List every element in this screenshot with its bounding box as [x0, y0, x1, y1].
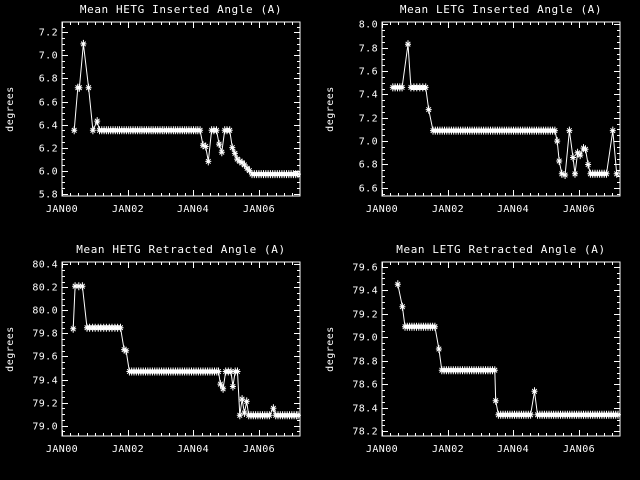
- x-tick-label: JAN06: [243, 204, 275, 215]
- y-tick-label: 78.4: [352, 404, 378, 415]
- data-markers: [71, 39, 301, 179]
- x-tick-label: JAN00: [366, 444, 398, 455]
- chart-title: Mean HETG Retracted Angle (A): [76, 243, 285, 256]
- y-tick-label: 79.4: [352, 286, 378, 297]
- data-markers: [394, 280, 621, 419]
- chart-panel-letg-inserted: Mean LETG Inserted Angle (A) degrees JAN00…: [320, 0, 640, 240]
- x-tick-label: JAN02: [432, 204, 464, 215]
- x-tick-label: JAN02: [112, 444, 144, 455]
- x-tick-label: JAN06: [243, 444, 275, 455]
- letg-retracted-plot: Mean LETG Retracted Angle (A) degrees JAN0…: [325, 243, 621, 455]
- y-tick-label: 7.2: [359, 114, 378, 125]
- chart-panel-letg-retracted: Mean LETG Retracted Angle (A) degrees JAN0…: [320, 240, 640, 480]
- y-tick-label: 7.2: [39, 28, 58, 39]
- chart-panel-hetg-inserted: Mean HETG Inserted Angle (A) degrees JAN00…: [0, 0, 320, 240]
- plot-border: [381, 261, 621, 437]
- y-tick-label: 6.6: [359, 184, 378, 195]
- y-tick-label: 6.2: [39, 144, 58, 155]
- y-tick-label: 6.0: [39, 167, 58, 178]
- y-tick-label: 79.0: [352, 333, 378, 344]
- y-tick-label: 8.0: [359, 20, 378, 31]
- x-tick-label: JAN04: [497, 204, 529, 215]
- x-tick-label: JAN06: [563, 204, 595, 215]
- x-tick-label: JAN06: [563, 444, 595, 455]
- hetg-inserted-plot: Mean HETG Inserted Angle (A) degrees JAN00…: [5, 3, 301, 215]
- data-markers: [70, 282, 301, 420]
- y-tick-label: 79.2: [352, 310, 378, 321]
- data-line: [73, 43, 298, 175]
- y-tick-label: 7.0: [359, 137, 378, 148]
- x-tick-label: JAN04: [177, 204, 209, 215]
- y-axis-label: degrees: [5, 326, 16, 372]
- chart-title: Mean HETG Inserted Angle (A): [80, 3, 282, 16]
- y-tick-label: 80.0: [32, 306, 58, 317]
- x-tick-label: JAN02: [112, 204, 144, 215]
- data-line: [72, 285, 298, 416]
- y-tick-label: 79.6: [32, 352, 58, 363]
- x-tick-label: JAN02: [432, 444, 464, 455]
- y-tick-label: 79.0: [32, 422, 58, 433]
- y-tick-label: 6.4: [39, 121, 58, 132]
- y-tick-label: 78.8: [352, 357, 378, 368]
- y-tick-label: 80.2: [32, 283, 58, 294]
- y-tick-label: 78.2: [352, 427, 378, 438]
- y-tick-label: 7.0: [39, 51, 58, 62]
- plot-border: [61, 261, 301, 437]
- x-tick-label: JAN04: [177, 444, 209, 455]
- y-tick-label: 5.8: [39, 190, 58, 201]
- y-tick-label: 79.2: [32, 399, 58, 410]
- y-tick-label: 7.8: [359, 44, 378, 55]
- hetg-retracted-plot: Mean HETG Retracted Angle (A) degrees JAN0…: [5, 243, 301, 455]
- y-tick-label: 79.4: [32, 376, 58, 387]
- x-tick-label: JAN00: [46, 444, 78, 455]
- y-tick-label: 6.6: [39, 98, 58, 109]
- x-tick-label: JAN00: [366, 204, 398, 215]
- y-tick-label: 78.6: [352, 380, 378, 391]
- chart-title: Mean LETG Retracted Angle (A): [396, 243, 605, 256]
- y-tick-label: 7.6: [359, 67, 378, 78]
- x-tick-label: JAN04: [497, 444, 529, 455]
- y-tick-label: 6.8: [39, 74, 58, 85]
- y-axis-label: degrees: [325, 86, 336, 132]
- plot-border: [381, 21, 621, 197]
- data-line: [397, 284, 618, 416]
- y-tick-label: 80.4: [32, 260, 58, 271]
- y-axis-label: degrees: [325, 326, 336, 372]
- x-tick-label: JAN00: [46, 204, 78, 215]
- data-markers: [389, 40, 620, 179]
- chart-title: Mean LETG Inserted Angle (A): [400, 3, 602, 16]
- y-tick-label: 7.4: [359, 90, 378, 101]
- letg-inserted-plot: Mean LETG Inserted Angle (A) degrees JAN00…: [325, 3, 621, 215]
- y-tick-label: 6.8: [359, 160, 378, 171]
- y-tick-label: 79.6: [352, 263, 378, 274]
- chart-panel-hetg-retracted: Mean HETG Retracted Angle (A) degrees JAN0…: [0, 240, 320, 480]
- plot-border: [61, 21, 301, 197]
- y-axis-label: degrees: [5, 86, 16, 132]
- y-tick-label: 79.8: [32, 329, 58, 340]
